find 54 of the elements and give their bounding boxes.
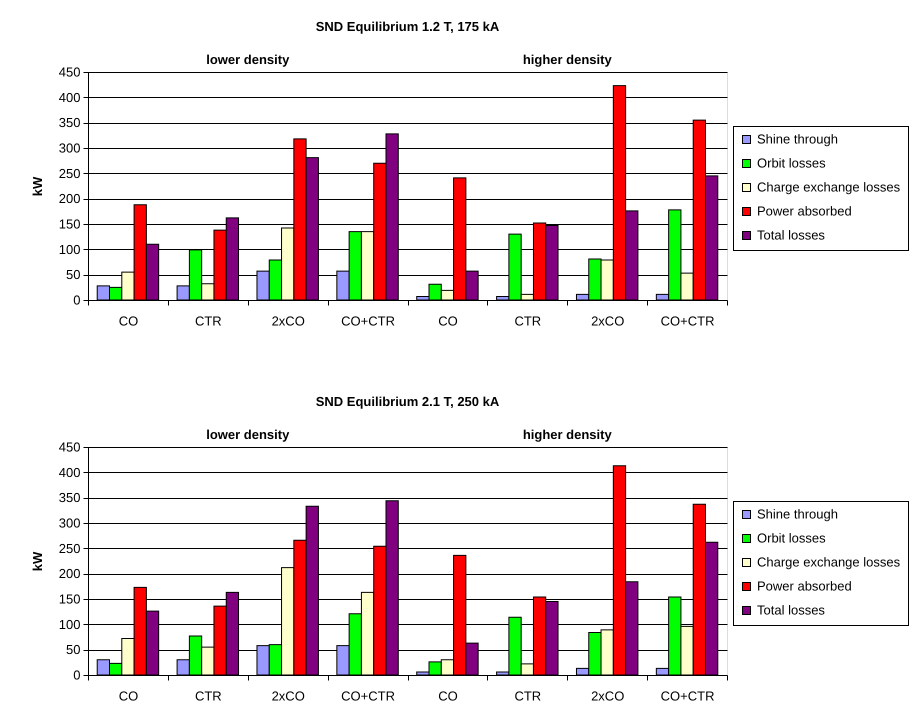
y-tick-label: 200: [58, 566, 80, 582]
y-tick-label: 400: [58, 90, 80, 105]
legend-label: Charge exchange losses: [757, 180, 901, 194]
legend-label: Shine through: [757, 506, 838, 522]
y-tick-label: 100: [58, 616, 80, 632]
y-axis-title: kW: [30, 551, 45, 572]
text: lower density: [206, 52, 290, 67]
y-tick-label: 0: [73, 292, 80, 308]
chart-title: SND Equilibrium 2.1 T, 250 kA: [316, 394, 500, 409]
x-tick-label: 2xCO: [272, 314, 305, 328]
legend-label: Orbit losses: [757, 156, 826, 170]
y-tick-label: 200: [58, 191, 80, 206]
legend-label: Charge exchange losses: [757, 554, 901, 570]
x-tick-label: CTR: [194, 314, 222, 328]
y-tick-label: 350: [58, 115, 80, 130]
x-tick-label: CO+CTR: [660, 314, 714, 328]
y-tick-label: 250: [58, 540, 80, 556]
x-tick-label: CO: [438, 314, 458, 328]
chart-title: SND Equilibrium 1.2 T, 175 kA: [316, 19, 500, 34]
legend-label: Total losses: [757, 602, 826, 618]
legend-label: Power absorbed: [757, 578, 852, 594]
y-tick-label: 50: [66, 642, 80, 658]
y-tick-label: 300: [58, 516, 80, 530]
x-tick-label: CO+CTR: [660, 688, 714, 704]
y-tick-label: 350: [58, 490, 80, 506]
text: higher density: [522, 427, 612, 442]
y-tick-label: 300: [58, 140, 80, 156]
y-tick-label: 400: [58, 464, 80, 480]
x-tick-label: CO: [118, 314, 138, 328]
legend-label: Orbit losses: [757, 530, 826, 546]
y-axis-title: kW: [30, 176, 45, 196]
x-tick-label: CO+CTR: [341, 688, 395, 704]
y-tick-label: 450: [58, 440, 80, 454]
x-tick-label: CO: [438, 688, 458, 704]
legend-label: Shine through: [757, 132, 838, 146]
y-tick-label: 0: [73, 668, 80, 682]
x-tick-label: CTR: [514, 314, 542, 328]
y-tick-label: 150: [58, 216, 80, 232]
legend-label: Power absorbed: [757, 204, 852, 218]
legend-label: Total losses: [757, 228, 826, 242]
y-tick-label: 150: [58, 592, 80, 606]
y-tick-label: 450: [58, 64, 80, 80]
text: lower density: [206, 427, 290, 442]
x-tick-label: 2xCO: [272, 688, 305, 704]
x-tick-label: 2xCO: [591, 314, 624, 328]
y-tick-label: 50: [66, 267, 80, 282]
y-tick-label: 250: [58, 166, 80, 181]
y-tick-label: 100: [58, 242, 80, 257]
text: higher density: [522, 52, 612, 67]
x-tick-label: CTR: [514, 688, 542, 704]
x-tick-label: CO: [118, 688, 138, 704]
x-tick-label: CTR: [194, 688, 222, 704]
x-tick-label: 2xCO: [591, 688, 624, 704]
x-tick-label: CO+CTR: [341, 314, 395, 328]
